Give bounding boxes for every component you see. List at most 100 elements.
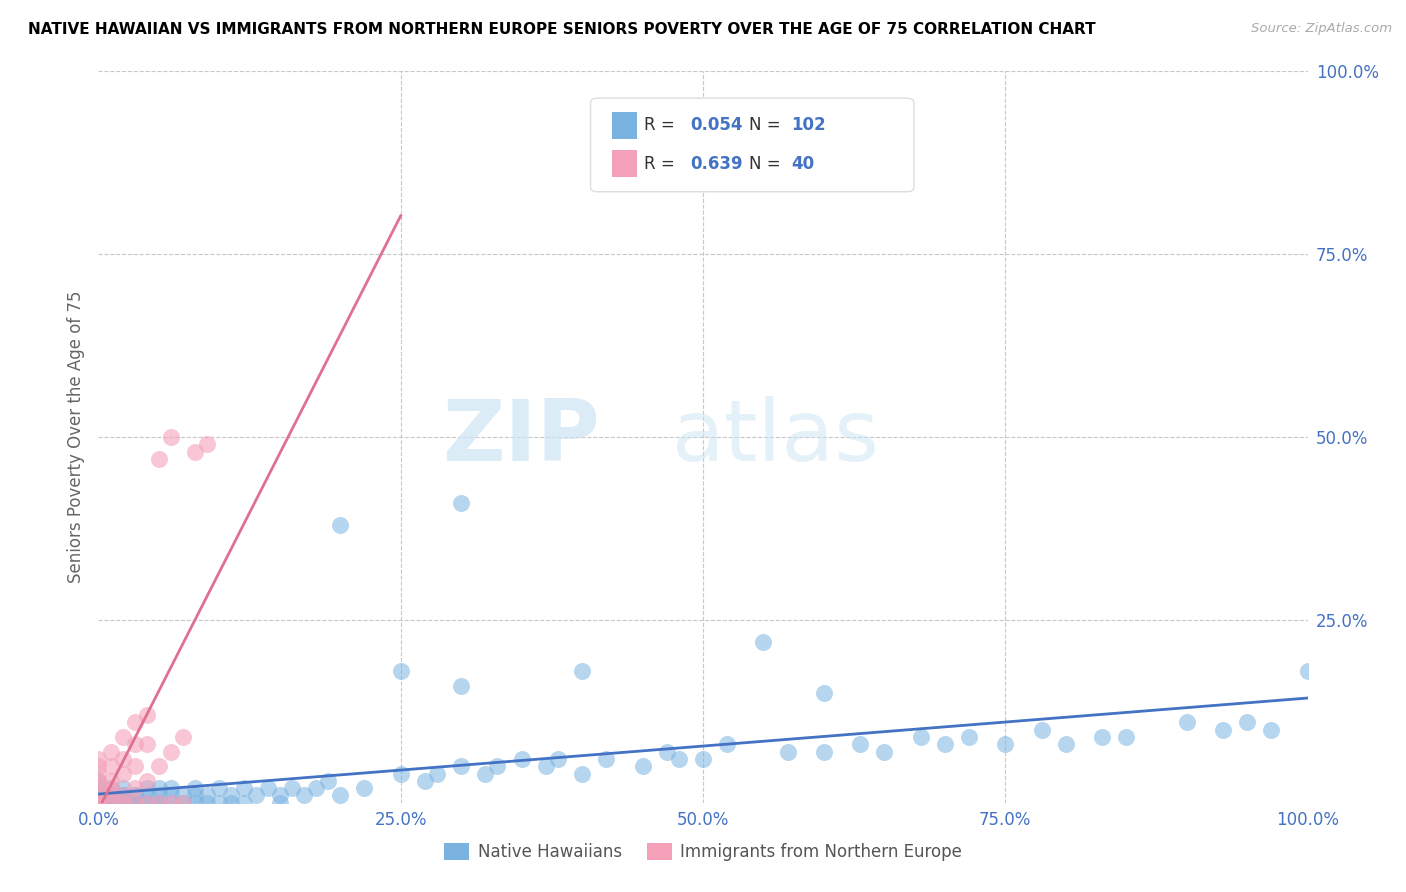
Point [292,789,315,803]
Point [100,759,122,773]
Point [1175,715,1198,730]
Point [87,773,110,788]
Point [934,737,956,751]
Point [124,789,146,803]
Point [160,430,183,444]
Point [450,759,472,773]
Point [124,796,146,810]
Point [232,796,254,810]
Point [148,796,170,810]
Point [160,789,183,803]
Point [1212,723,1234,737]
Point [316,773,339,788]
Point [124,759,146,773]
Point [100,781,122,796]
Point [87,796,110,810]
Point [426,766,449,780]
Point [87,796,110,810]
Point [111,752,134,766]
Point [873,745,896,759]
Point [281,781,304,796]
Point [87,796,110,810]
Point [195,796,218,810]
Point [100,796,122,810]
Point [184,781,207,796]
Point [305,781,328,796]
Point [100,796,122,810]
Point [111,730,134,744]
Point [111,789,134,803]
Point [208,796,231,810]
Point [148,759,170,773]
Point [100,745,122,759]
Point [668,752,690,766]
Point [655,745,678,759]
Point [208,781,231,796]
Point [100,789,122,803]
Point [450,496,472,510]
Point [172,796,194,810]
Point [87,766,110,780]
Point [692,752,714,766]
Point [135,796,157,810]
Point [87,796,110,810]
Point [111,766,134,780]
Point [87,796,110,810]
Point [148,796,170,810]
Point [135,773,157,788]
Point [87,796,110,810]
Point [1054,737,1077,751]
Point [813,686,835,700]
Point [148,789,170,803]
Point [135,789,157,803]
Point [87,752,110,766]
Point [534,759,557,773]
Point [910,730,932,744]
Point [221,796,243,810]
Point [776,745,799,759]
Point [111,796,134,810]
Point [957,730,980,744]
Point [124,796,146,810]
Point [813,745,835,759]
Point [160,796,183,810]
Point [100,781,122,796]
Point [124,737,146,751]
Point [87,796,110,810]
Point [87,796,110,810]
Point [184,789,207,803]
Point [135,737,157,751]
Point [87,789,110,803]
Point [547,752,569,766]
Point [124,789,146,803]
Point [87,796,110,810]
Point [124,781,146,796]
Point [135,781,157,796]
Point [245,789,267,803]
Text: NATIVE HAWAIIAN VS IMMIGRANTS FROM NORTHERN EUROPE SENIORS POVERTY OVER THE AGE : NATIVE HAWAIIAN VS IMMIGRANTS FROM NORTH… [28,22,1095,37]
Point [87,781,110,796]
Point [849,737,872,751]
Point [100,789,122,803]
Point [160,796,183,810]
Point [474,766,496,780]
Point [256,781,278,796]
Point [269,796,291,810]
Point [221,789,243,803]
Point [1031,723,1053,737]
Text: N =: N = [749,154,786,172]
Point [595,752,617,766]
Point [87,796,110,810]
Text: ZIP: ZIP [443,395,600,479]
Point [87,789,110,803]
Text: R =: R = [644,154,681,172]
Point [184,796,207,810]
Point [111,781,134,796]
Point [232,781,254,796]
Point [87,796,110,810]
Point [172,730,194,744]
Point [111,789,134,803]
Point [486,759,509,773]
Point [1260,723,1282,737]
Point [87,789,110,803]
